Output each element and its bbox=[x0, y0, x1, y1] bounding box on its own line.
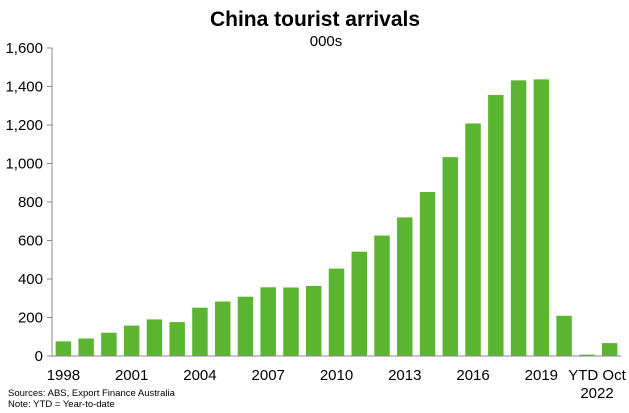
bar bbox=[533, 79, 550, 356]
y-tick-label: 0 bbox=[35, 348, 43, 365]
x-tick-label: 2010 bbox=[320, 367, 353, 384]
x-tick-label: 2019 bbox=[525, 367, 558, 384]
y-tick-label: 800 bbox=[18, 194, 43, 211]
bar bbox=[351, 251, 367, 356]
y-tick-label: 600 bbox=[18, 233, 43, 250]
bar bbox=[237, 296, 254, 356]
x-tick-label: 2016 bbox=[456, 367, 489, 384]
x-tick-label: 2001 bbox=[115, 367, 148, 384]
bar bbox=[123, 325, 140, 356]
bar bbox=[146, 319, 163, 356]
chart-title: China tourist arrivals bbox=[210, 8, 420, 31]
chart-subtitle: 000s bbox=[310, 33, 343, 50]
bars bbox=[55, 79, 618, 357]
bar bbox=[55, 341, 72, 356]
bar bbox=[556, 315, 572, 356]
bar bbox=[169, 322, 185, 356]
bar bbox=[601, 343, 618, 356]
bar bbox=[328, 268, 345, 356]
bar bbox=[306, 285, 322, 356]
x-tick-label: 1998 bbox=[47, 367, 80, 384]
bar bbox=[397, 217, 413, 356]
x-tick-label: 2004 bbox=[183, 367, 216, 384]
y-tick-label: 1,200 bbox=[5, 117, 43, 134]
bar bbox=[442, 157, 459, 356]
bar bbox=[510, 80, 527, 356]
bar bbox=[214, 301, 231, 356]
y-tick-label: 1,400 bbox=[5, 79, 43, 96]
bar bbox=[260, 287, 276, 356]
y-tick-label: 200 bbox=[18, 310, 43, 327]
x-tick-label: 2013 bbox=[388, 367, 421, 384]
bar bbox=[283, 287, 299, 356]
bar bbox=[101, 332, 117, 356]
bar bbox=[192, 307, 208, 356]
y-axis: 0 200 400 600 800 1,000 1,200 1,400 1,600 bbox=[5, 40, 53, 365]
y-tick-label: 1,000 bbox=[5, 156, 43, 173]
y-tick-label: 1,600 bbox=[5, 40, 43, 57]
x-axis: 1998 2001 2004 2007 2010 2013 2016 2019 YTD Oct2… bbox=[47, 367, 627, 402]
y-tick-label: 400 bbox=[18, 271, 43, 288]
x-tick-label: YTD Oct bbox=[568, 367, 626, 384]
source-note: Sources: ABS, Export Finance Australia bbox=[8, 388, 176, 399]
ytd-note: Note: YTD = Year-to-date bbox=[8, 399, 115, 410]
x-tick-label: 2022 bbox=[580, 385, 613, 402]
bar bbox=[419, 191, 436, 356]
bar bbox=[78, 338, 94, 356]
bar bbox=[488, 94, 504, 356]
bar bbox=[465, 123, 481, 357]
bar bbox=[579, 354, 595, 356]
x-tick-label: 2007 bbox=[252, 367, 285, 384]
bar bbox=[374, 235, 390, 356]
